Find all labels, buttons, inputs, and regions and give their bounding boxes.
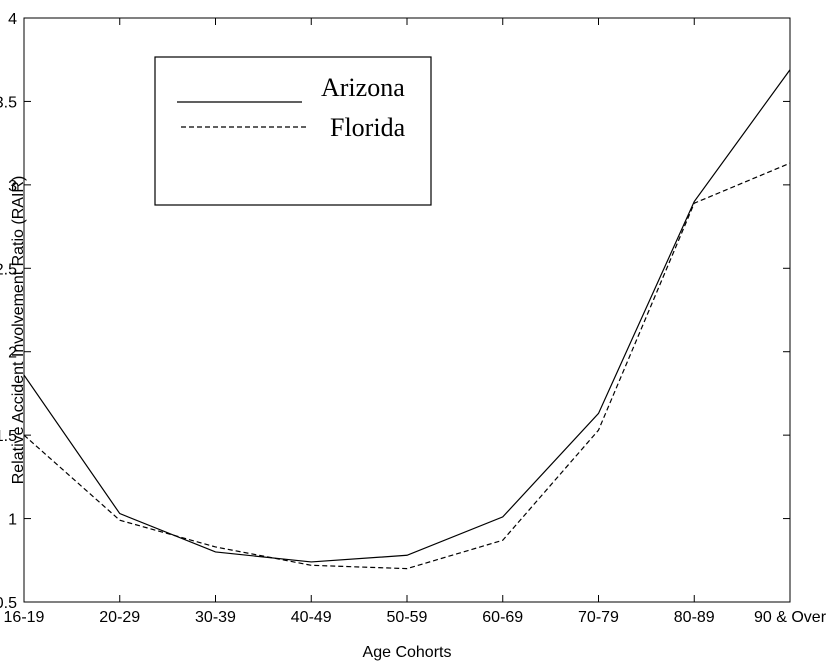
y-tick-label: 2	[8, 345, 17, 362]
x-tick-label: 60-69	[482, 609, 523, 626]
x-tick-label: 40-49	[291, 609, 332, 626]
y-axis-label: Relative Accident Involvement Ratio (RAI…	[10, 176, 27, 485]
x-tick-label: 16-19	[4, 609, 45, 626]
legend-label-florida: Florida	[330, 113, 406, 142]
x-tick-label: 80-89	[674, 609, 715, 626]
x-tick-label: 30-39	[195, 609, 236, 626]
series-line-arizona	[23, 69, 791, 563]
series-florida	[23, 162, 791, 570]
x-axis: 16-19 20-29 30-39 40-49 50-59 60-69 70-79 80-89…	[4, 18, 827, 626]
y-tick-label: 4	[8, 11, 17, 28]
legend-box	[154, 56, 432, 206]
series-arizona	[23, 69, 791, 563]
y-tick-label: 0.5	[0, 595, 17, 612]
series-line-florida	[23, 162, 791, 570]
legend: Arizona Florida	[154, 56, 432, 206]
x-tick-label: 20-29	[99, 609, 140, 626]
x-tick-label: 70-79	[578, 609, 619, 626]
x-axis-label: Age Cohorts	[363, 644, 452, 661]
series-layer	[23, 69, 791, 570]
y-tick-label: 2.5	[0, 261, 17, 278]
y-axis: 0.5 1 1.5 2 2.5 3 3.5 4	[0, 11, 790, 612]
y-tick-label: 1.5	[0, 428, 17, 445]
x-tick-label: 90 & Over	[754, 609, 827, 626]
legend-label-arizona: Arizona	[321, 73, 405, 102]
x-tick-label: 50-59	[387, 609, 428, 626]
y-tick-label: 3	[8, 178, 17, 195]
y-tick-label: 1	[8, 512, 17, 529]
y-tick-label: 3.5	[0, 94, 17, 111]
